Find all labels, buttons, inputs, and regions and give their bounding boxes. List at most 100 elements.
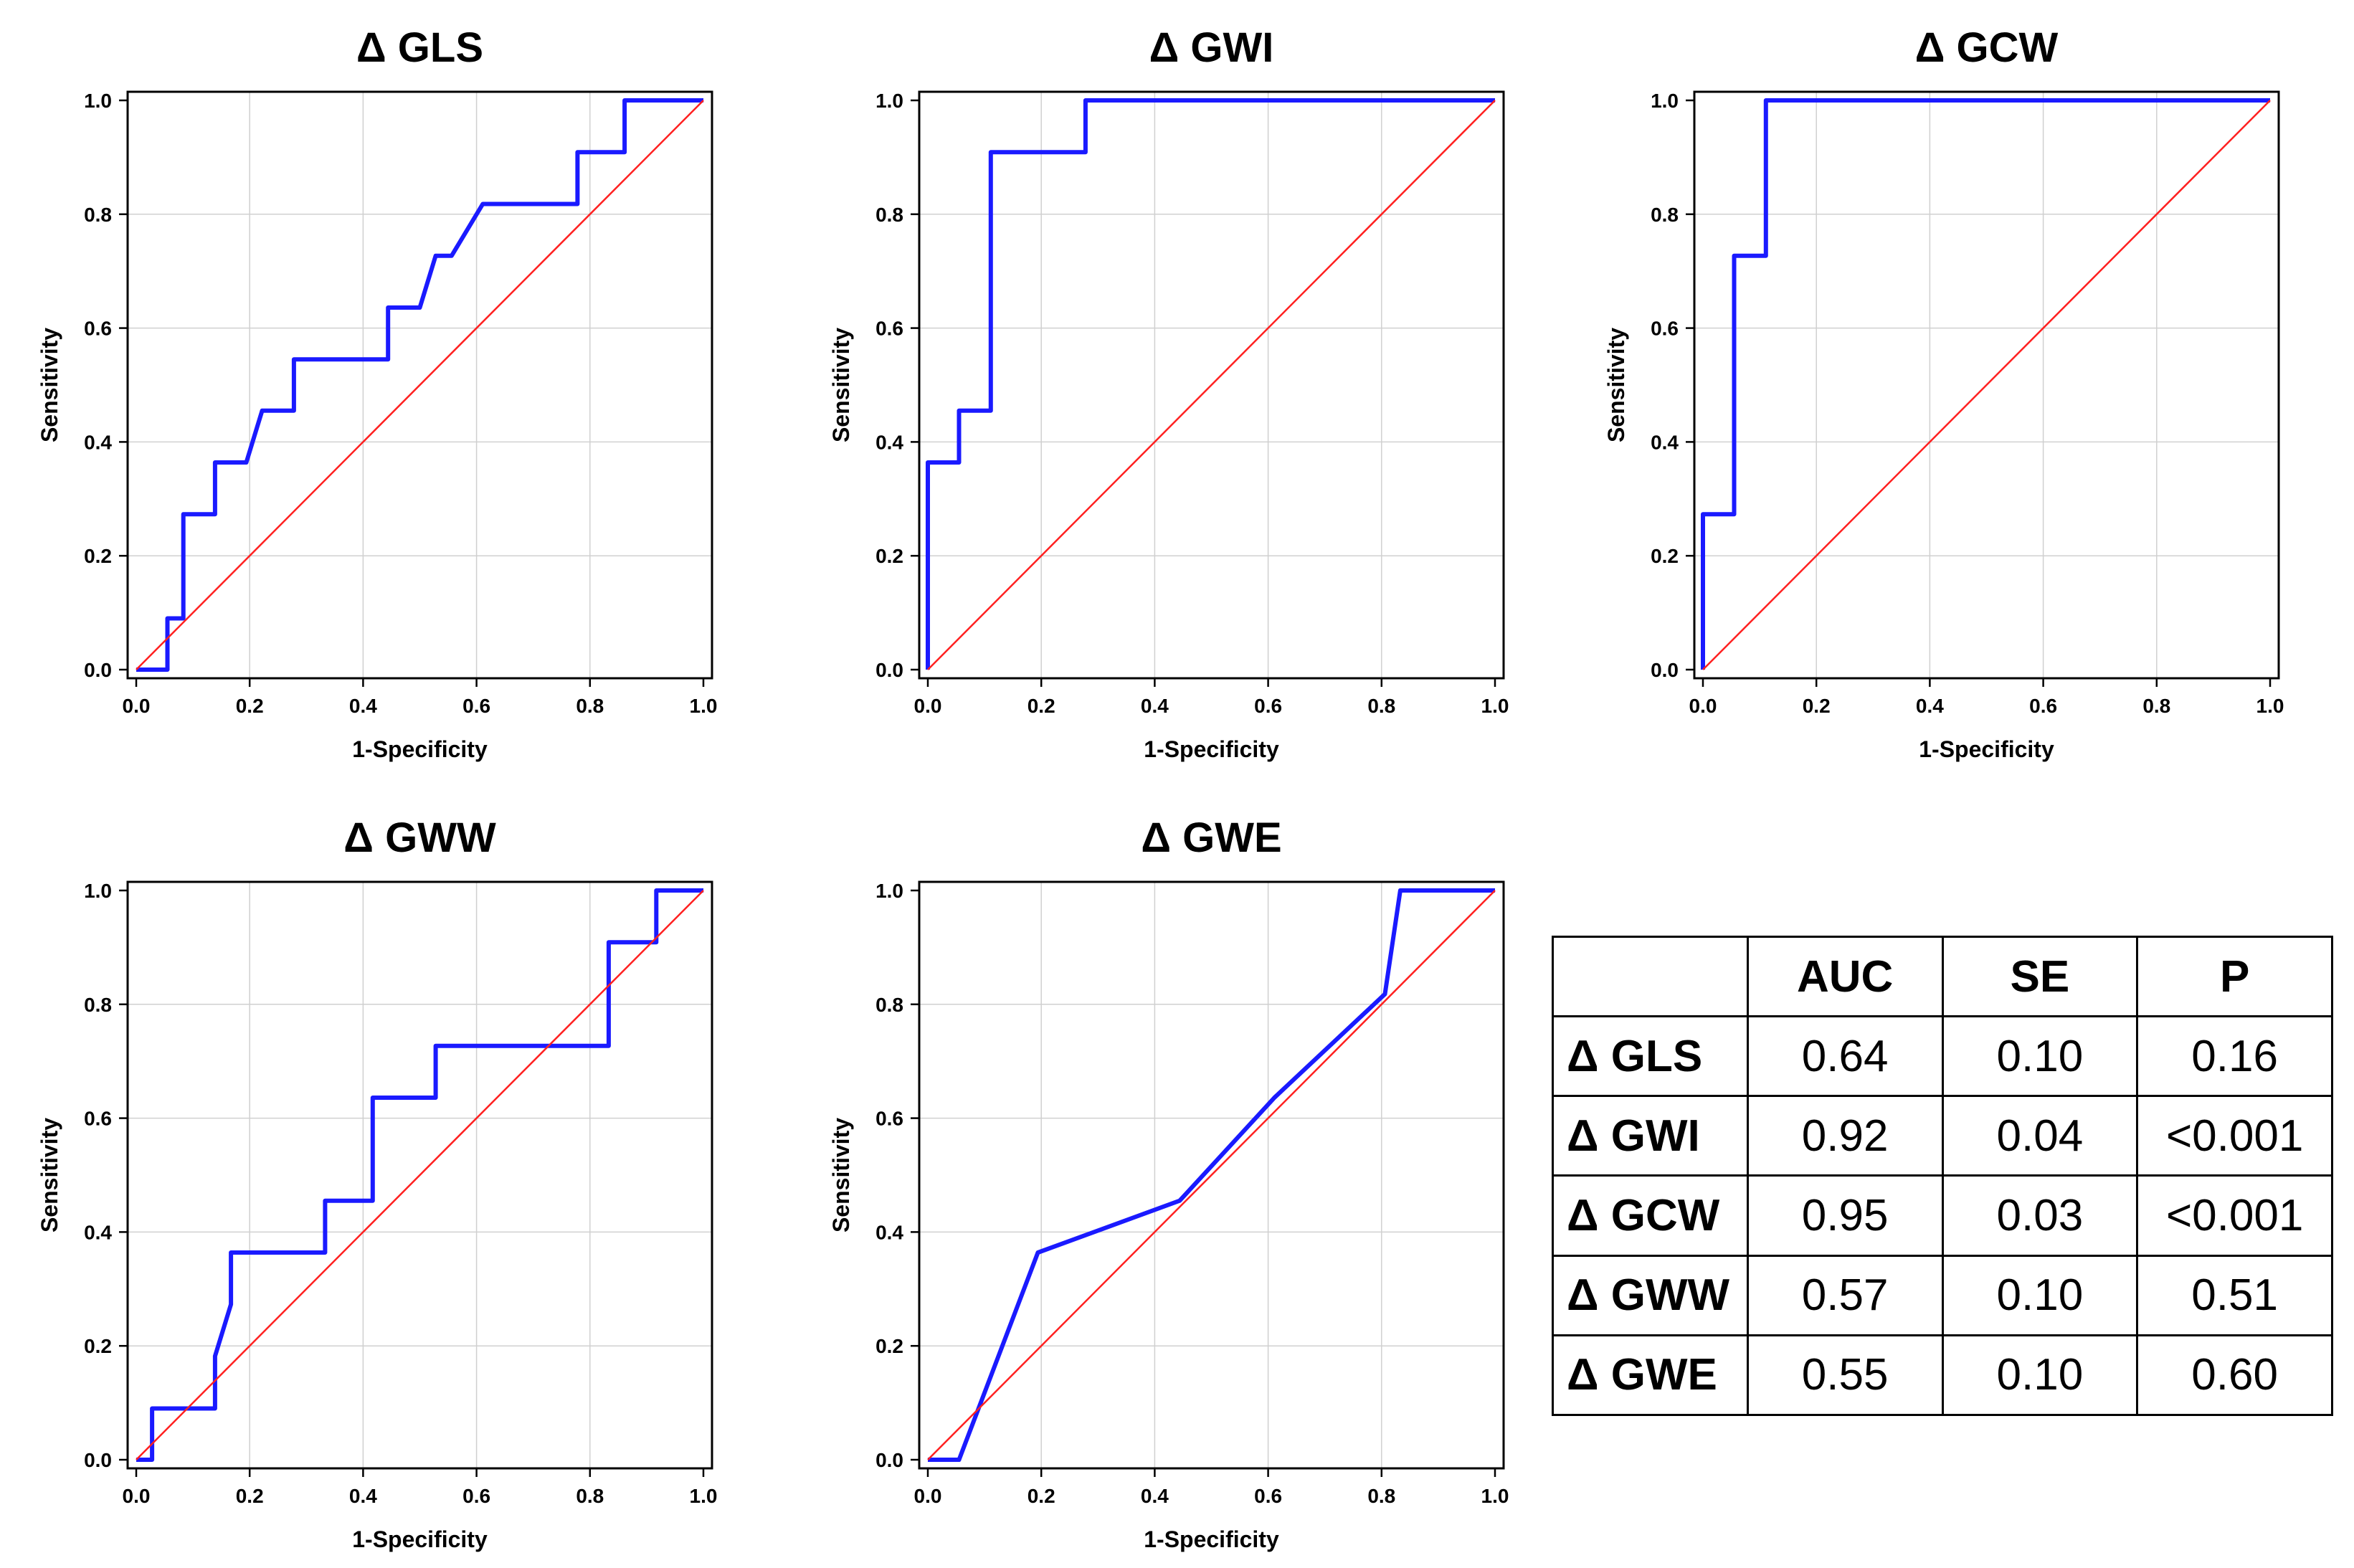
chart-gwe: 0.0 0.0 0.2 0.2 0.4 0.4 0.6 0.6 0.8 0.8 1.0 1.0 Δ GW… xyxy=(828,814,1509,1552)
table-header-se: SE xyxy=(1941,935,2139,1018)
se-value: 0.10 xyxy=(1941,1015,2139,1098)
y-tick-label: 0.2 xyxy=(875,545,903,567)
y-tick-label: 0.0 xyxy=(875,1449,903,1471)
y-tick-label: 0.8 xyxy=(875,994,903,1016)
row-label: Δ GWW xyxy=(1552,1254,1749,1336)
se-value: 0.10 xyxy=(1941,1254,2139,1336)
x-tick-label: 1.0 xyxy=(690,695,718,717)
x-tick-label: 0.8 xyxy=(576,695,604,717)
y-tick-label: 0.8 xyxy=(1651,204,1679,226)
chart-gwi: 0.0 0.0 0.2 0.2 0.4 0.4 0.6 0.6 0.8 0.8 1.0 1.0 Δ GW… xyxy=(828,24,1509,762)
roc-curve-line xyxy=(136,98,703,672)
chart-title: Δ GWE xyxy=(1141,814,1281,861)
x-tick-label: 0.6 xyxy=(2029,695,2057,717)
plot-frame xyxy=(918,880,1505,1470)
x-tick-label: 0.6 xyxy=(462,1485,490,1507)
auc-value: 0.57 xyxy=(1746,1254,1944,1336)
plot-frame xyxy=(126,880,713,1470)
y-tick-label: 1.0 xyxy=(875,880,903,902)
reference-diagonal-line xyxy=(1702,100,2271,670)
reference-diagonal-line xyxy=(927,100,1496,670)
y-tick-label: 0.0 xyxy=(1651,659,1679,681)
roc-curve-line xyxy=(1701,98,2270,670)
y-axis-label: Sensitivity xyxy=(828,328,854,442)
x-tick-label: 0.6 xyxy=(1254,695,1282,717)
x-tick-label: 1.0 xyxy=(2256,695,2284,717)
x-tick-label: 0.8 xyxy=(1367,695,1395,717)
y-axis-label: Sensitivity xyxy=(1603,328,1629,442)
x-axis-label: 1-Specificity xyxy=(352,1526,488,1552)
table-header-p: P xyxy=(2136,935,2333,1018)
y-tick-label: 0.4 xyxy=(84,431,112,453)
table-header-row: AUC SE P xyxy=(1552,935,2333,1018)
p-value: <0.001 xyxy=(2136,1174,2333,1257)
chart-title: Δ GWI xyxy=(1149,24,1274,71)
plot-frame xyxy=(1693,90,2280,680)
table-row: Δ GWI 0.92 0.04 <0.001 xyxy=(1552,1095,2333,1177)
x-tick-label: 1.0 xyxy=(690,1485,718,1507)
x-tick-label: 0.0 xyxy=(123,1485,151,1507)
y-tick-label: 0.2 xyxy=(1651,545,1679,567)
table-header-auc: AUC xyxy=(1746,935,1944,1018)
roc-curve-line xyxy=(136,888,703,1462)
x-tick-label: 0.2 xyxy=(1027,1485,1055,1507)
auc-stats-table: AUC SE P Δ GLS 0.64 0.10 0.16 Δ GWI 0.92… xyxy=(1552,935,2333,1417)
y-tick-label: 0.6 xyxy=(84,1108,112,1130)
x-tick-label: 1.0 xyxy=(1481,695,1509,717)
x-tick-label: 0.2 xyxy=(236,695,264,717)
x-tick-label: 0.6 xyxy=(462,695,490,717)
reference-diagonal-line xyxy=(927,890,1496,1460)
y-tick-label: 0.2 xyxy=(84,545,112,567)
x-tick-label: 0.0 xyxy=(914,1485,942,1507)
y-tick-label: 0.0 xyxy=(875,659,903,681)
chart-gls: 0.0 0.0 0.2 0.2 0.4 0.4 0.6 0.6 0.8 0.8 1.0 1.0 Δ GL… xyxy=(37,24,717,762)
chart-title: Δ GWW xyxy=(343,814,496,861)
roc-curve-line xyxy=(926,98,1495,670)
y-tick-label: 1.0 xyxy=(875,90,903,112)
y-tick-label: 1.0 xyxy=(84,880,112,902)
y-tick-label: 0.6 xyxy=(84,318,112,340)
reference-diagonal-line xyxy=(136,890,704,1460)
auc-value: 0.55 xyxy=(1746,1334,1944,1417)
x-tick-label: 0.8 xyxy=(2142,695,2170,717)
roc-curve-line xyxy=(928,888,1495,1462)
se-value: 0.10 xyxy=(1941,1334,2139,1417)
chart-title: Δ GCW xyxy=(1915,24,2059,71)
x-tick-label: 0.4 xyxy=(1916,695,1944,717)
y-axis-label: Sensitivity xyxy=(37,328,62,442)
x-tick-label: 0.2 xyxy=(236,1485,264,1507)
p-value: 0.60 xyxy=(2136,1334,2333,1417)
y-tick-label: 1.0 xyxy=(1651,90,1679,112)
reference-diagonal-line xyxy=(136,100,704,670)
y-tick-label: 0.6 xyxy=(875,318,903,340)
auc-value: 0.64 xyxy=(1746,1015,1944,1098)
x-tick-label: 0.0 xyxy=(1689,695,1717,717)
x-tick-label: 0.2 xyxy=(1027,695,1055,717)
x-tick-label: 1.0 xyxy=(1481,1485,1509,1507)
p-value: 0.51 xyxy=(2136,1254,2333,1336)
chart-gcw: 0.0 0.0 0.2 0.2 0.4 0.4 0.6 0.6 0.8 0.8 1.0 1.0 Δ GC… xyxy=(1603,24,2284,762)
y-tick-label: 0.8 xyxy=(84,204,112,226)
x-axis-label: 1-Specificity xyxy=(1144,1526,1279,1552)
y-tick-label: 0.4 xyxy=(1651,431,1679,453)
row-label: Δ GWE xyxy=(1552,1334,1749,1417)
y-tick-label: 0.2 xyxy=(875,1335,903,1357)
se-value: 0.04 xyxy=(1941,1095,2139,1177)
y-tick-label: 0.8 xyxy=(875,204,903,226)
plot-frame xyxy=(126,90,713,680)
p-value: 0.16 xyxy=(2136,1015,2333,1098)
y-tick-label: 0.6 xyxy=(875,1108,903,1130)
x-axis-label: 1-Specificity xyxy=(1144,736,1279,762)
x-tick-label: 0.2 xyxy=(1803,695,1831,717)
se-value: 0.03 xyxy=(1941,1174,2139,1257)
table-row: Δ GWW 0.57 0.10 0.51 xyxy=(1552,1254,2333,1336)
y-tick-label: 0.8 xyxy=(84,994,112,1016)
y-tick-label: 0.0 xyxy=(84,1449,112,1471)
x-tick-label: 0.4 xyxy=(349,695,377,717)
y-tick-label: 0.4 xyxy=(84,1221,112,1243)
y-tick-label: 0.2 xyxy=(84,1335,112,1357)
auc-value: 0.92 xyxy=(1746,1095,1944,1177)
x-tick-label: 0.0 xyxy=(123,695,151,717)
chart-title: Δ GLS xyxy=(356,24,483,71)
